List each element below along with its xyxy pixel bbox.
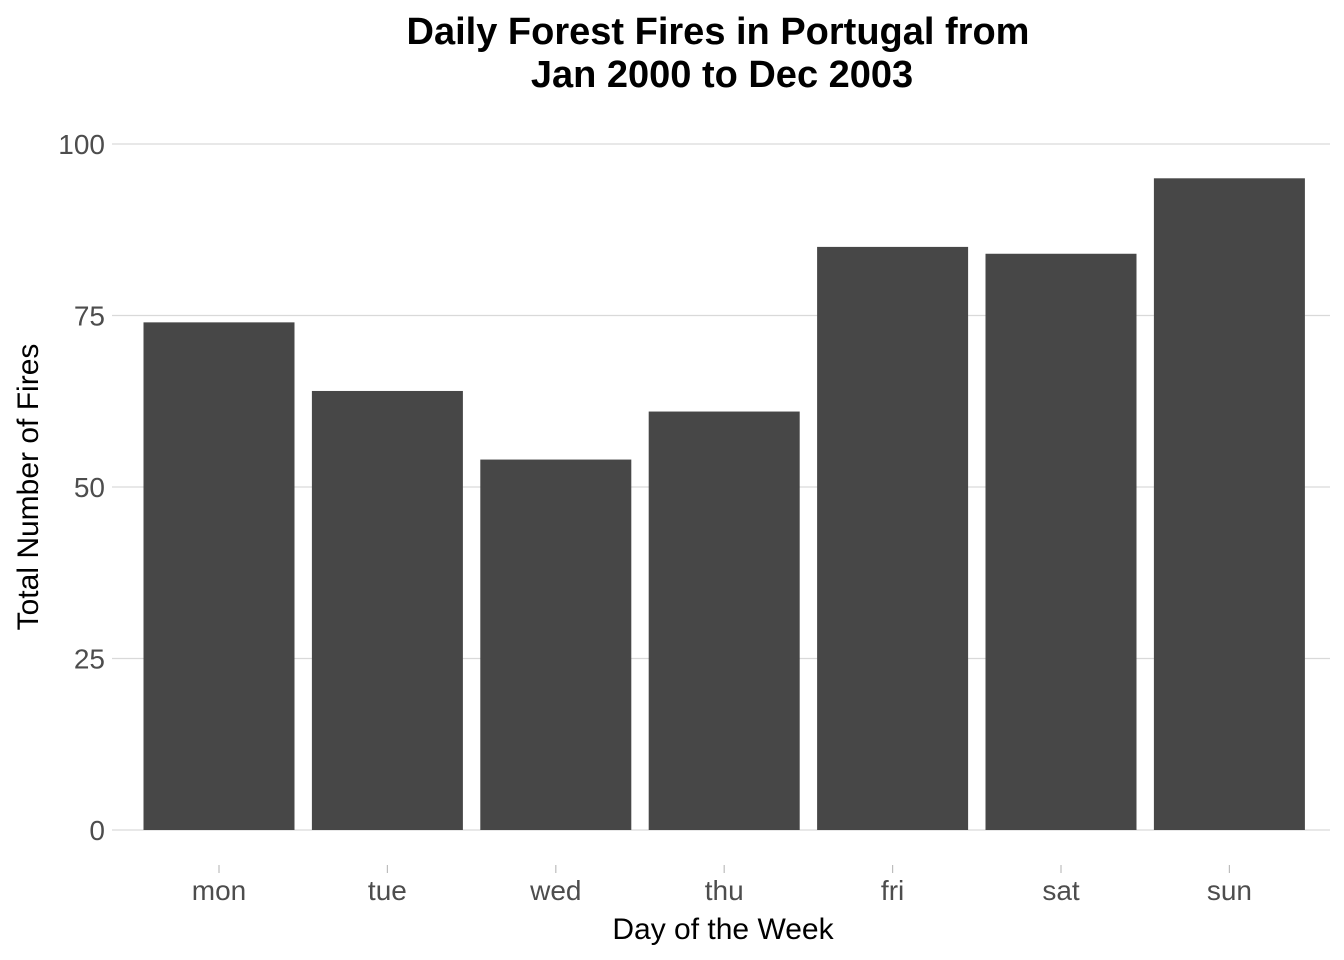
x-tick-label-wed: wed — [529, 875, 581, 906]
y-tick-label: 0 — [89, 815, 105, 846]
bar-sun — [1153, 178, 1305, 831]
y-axis-ticks: 0 25 50 75 100 — [58, 129, 105, 846]
x-tick-label-thu: thu — [705, 875, 744, 906]
x-tick-label-mon: mon — [192, 875, 246, 906]
bar-wed — [480, 459, 632, 830]
x-tick-label-tue: tue — [368, 875, 407, 906]
y-tick-label: 25 — [74, 644, 105, 675]
chart-title-line-2: Jan 2000 to Dec 2003 — [531, 54, 913, 96]
bar-fri — [817, 246, 969, 830]
bar-thu — [648, 411, 800, 830]
x-axis-ticks: mon tue wed thu fri sat sun — [192, 865, 1252, 906]
y-tick-label: 100 — [58, 129, 105, 160]
y-axis-title: Total Number of Fires — [12, 344, 45, 631]
x-axis-title: Day of the Week — [612, 913, 834, 946]
chart-title-line-1: Daily Forest Fires in Portugal from — [407, 11, 1030, 53]
bar-mon — [143, 322, 295, 830]
x-tick-label-fri: fri — [881, 875, 904, 906]
bar-sat — [985, 253, 1137, 830]
x-tick-label-sun: sun — [1207, 875, 1252, 906]
x-tick-label-sat: sat — [1042, 875, 1080, 906]
bar-tue — [311, 390, 463, 830]
y-tick-label: 75 — [74, 301, 105, 332]
y-tick-label: 50 — [74, 472, 105, 503]
bars — [143, 178, 1305, 831]
